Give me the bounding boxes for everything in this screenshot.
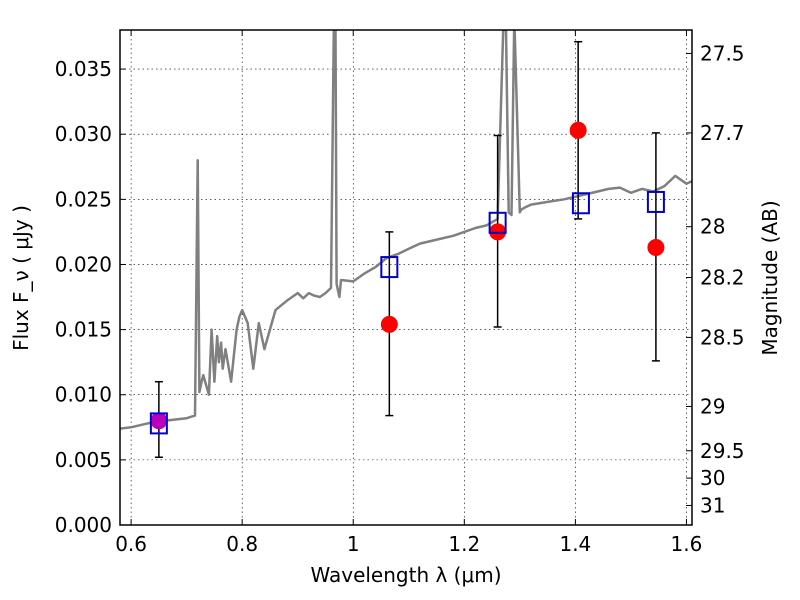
plot-area (120, 30, 692, 459)
model-square (149, 412, 168, 435)
y2-axis-title: Magnitude (AB) (758, 200, 782, 355)
y2-tick-label: 29.5 (700, 439, 745, 463)
y-tick-label: 0.010 (55, 383, 112, 407)
y-axis-title: Flux F_ν ( μJy ) (9, 205, 33, 351)
y-tick-label: 0.020 (55, 252, 112, 276)
x-tick-label: 1.2 (448, 532, 480, 556)
photometry-point (647, 239, 665, 257)
y-tick-label: 0.030 (55, 122, 112, 146)
x-tick-label: 1.6 (671, 532, 703, 556)
axes: 0.6 0.8 1 1.2 1.4 1.6 0.000 0.005 0.010 0.015 0.02… (55, 30, 745, 556)
y-tick-label: 0.025 (55, 187, 112, 211)
y2-tick-label: 27.7 (700, 121, 745, 145)
y-tick-label: 0.000 (55, 513, 112, 537)
photometry-point (380, 315, 398, 333)
y-tick-label: 0.035 (55, 57, 112, 81)
photometry-point (569, 121, 587, 139)
y-tick-label: 0.015 (55, 318, 112, 342)
model-square (488, 211, 507, 234)
y2-tick-label: 31 (700, 493, 725, 517)
y2-tick-label: 28 (700, 215, 725, 239)
y2-tick-label: 28.5 (700, 325, 745, 349)
spectrum-line (120, 30, 692, 430)
grid (120, 30, 692, 526)
y2-tick-label: 29 (700, 394, 725, 418)
x-tick-label: 0.6 (115, 532, 147, 556)
photometry-point (150, 412, 168, 430)
x-tick-label: 0.8 (226, 532, 258, 556)
y2-tick-label: 27.5 (700, 41, 745, 65)
model-square (380, 256, 399, 279)
x-tick-label: 1 (347, 532, 360, 556)
model-square (571, 192, 590, 215)
y2-tick-label: 30 (700, 466, 725, 490)
model-square (646, 190, 665, 213)
x-axis-title: Wavelength λ (μm) (310, 563, 501, 587)
y-tick-label: 0.005 (55, 448, 112, 472)
x-tick-label: 1.4 (559, 532, 591, 556)
y2-tick-label: 28.2 (700, 266, 745, 290)
